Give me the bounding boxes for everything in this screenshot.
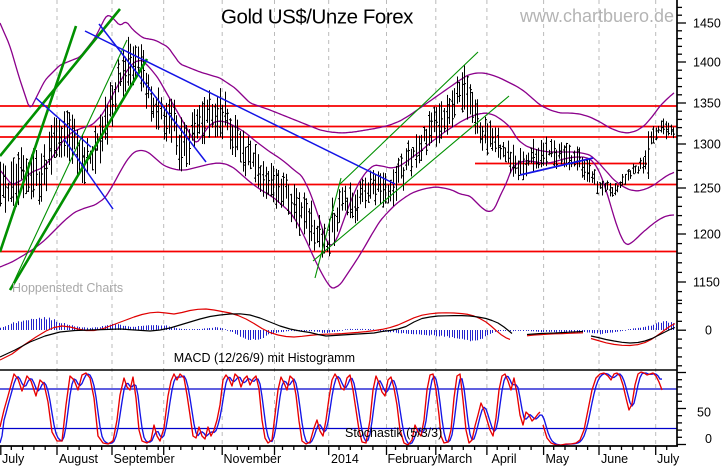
svg-text:1300: 1300 — [693, 138, 721, 152]
svg-text:Hoppenstedt Charts: Hoppenstedt Charts — [12, 281, 123, 295]
svg-text:April: April — [492, 452, 517, 466]
svg-text:1150: 1150 — [693, 276, 720, 290]
svg-text:Stochastik (5/3/3): Stochastik (5/3/3) — [345, 426, 442, 440]
svg-text:1200: 1200 — [693, 228, 721, 242]
svg-text:August: August — [59, 452, 98, 466]
svg-text:1450: 1450 — [693, 17, 721, 31]
svg-text:www.chartbuero.de: www.chartbuero.de — [519, 6, 674, 26]
svg-text:September: September — [114, 452, 175, 466]
svg-text:50: 50 — [697, 406, 711, 420]
svg-text:MACD (12/26/9) mit Histogramm: MACD (12/26/9) mit Histogramm — [174, 351, 355, 365]
svg-text:0: 0 — [705, 324, 712, 338]
svg-text:July: July — [657, 452, 680, 466]
svg-text:Gold US$/Unze Forex: Gold US$/Unze Forex — [221, 6, 414, 29]
svg-text:1350: 1350 — [693, 97, 721, 111]
svg-text:1400: 1400 — [693, 56, 721, 70]
svg-text:May: May — [546, 452, 570, 466]
svg-text:1250: 1250 — [693, 182, 721, 196]
svg-text:June: June — [601, 452, 628, 466]
svg-text:0: 0 — [705, 432, 712, 446]
svg-text:February: February — [388, 452, 439, 466]
svg-text:July: July — [2, 452, 25, 466]
svg-text:2014: 2014 — [331, 452, 359, 466]
svg-text:November: November — [224, 452, 282, 466]
svg-text:March: March — [438, 452, 473, 466]
